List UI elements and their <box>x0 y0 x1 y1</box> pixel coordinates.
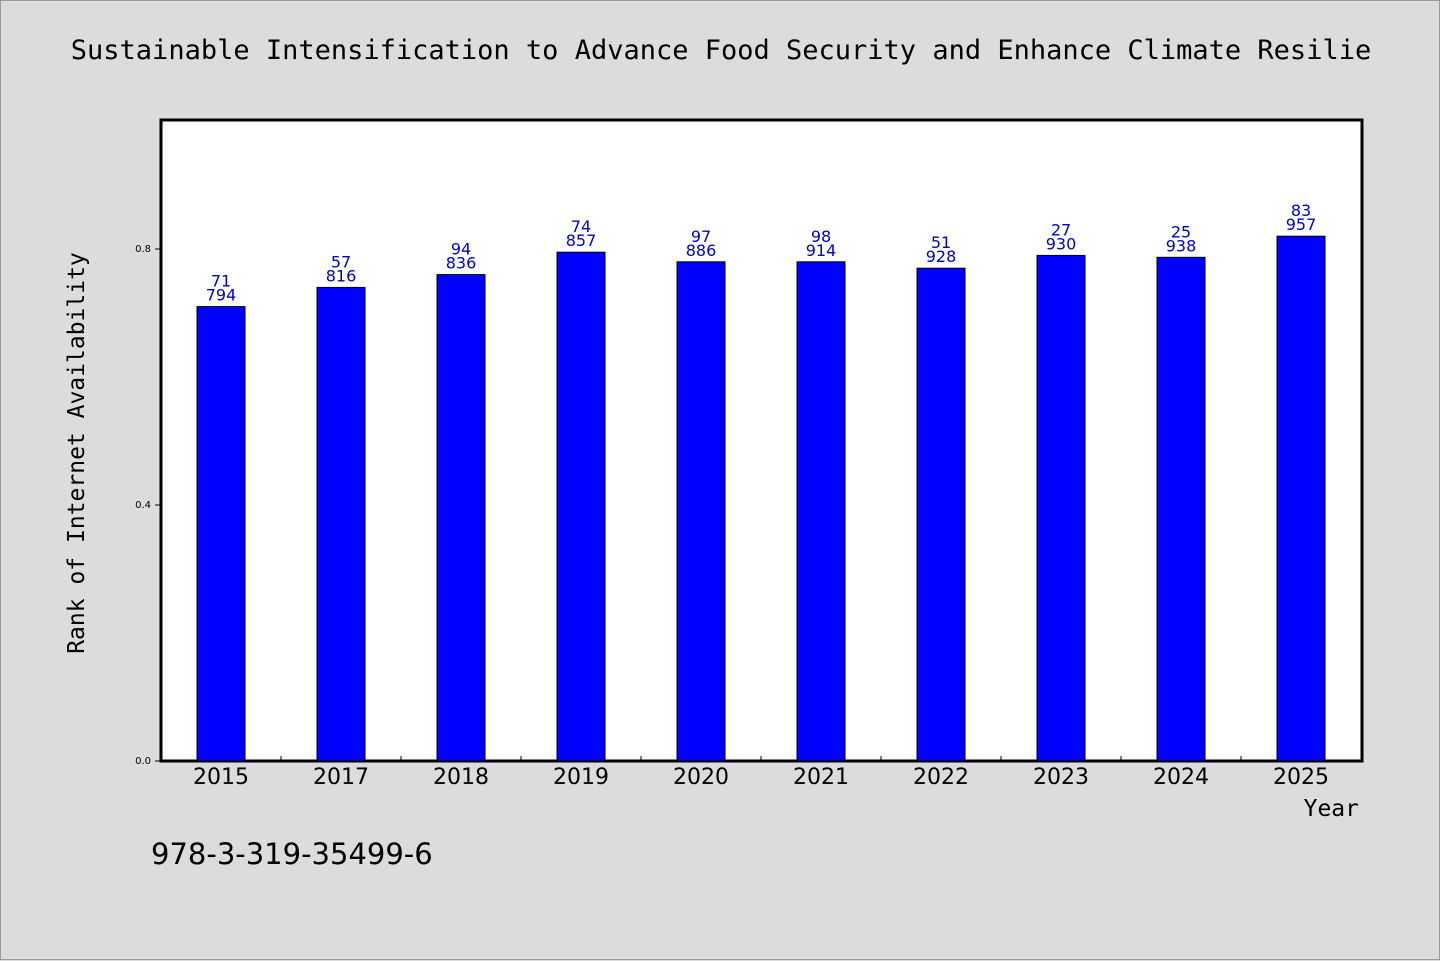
bar <box>676 261 726 762</box>
bar <box>316 286 366 762</box>
bar-value-label: 930 <box>1046 234 1077 253</box>
bar <box>1276 235 1326 762</box>
x-tick-label: 2019 <box>553 765 609 790</box>
bar-value-label: 928 <box>926 247 957 266</box>
bar <box>916 267 966 762</box>
bar-value-label: 816 <box>326 266 357 285</box>
x-tick-label: 2024 <box>1153 765 1209 790</box>
bar-value-label: 857 <box>566 231 597 250</box>
bar-value-label: 836 <box>446 254 477 273</box>
bar <box>196 306 246 762</box>
x-tick-label: 2023 <box>1033 765 1089 790</box>
y-tick-label: 0.4 <box>135 500 151 511</box>
y-tick-label: 0.8 <box>135 244 151 255</box>
bar <box>436 274 486 762</box>
x-tick-label: 2020 <box>673 765 729 790</box>
bar-value-label: 938 <box>1166 236 1197 255</box>
bar-value-label: 794 <box>206 286 237 305</box>
bar-value-label: 51 <box>931 233 951 252</box>
bar <box>1156 256 1206 762</box>
bar <box>556 251 606 762</box>
bar-value-label: 97 <box>691 227 711 246</box>
bar <box>796 261 846 762</box>
bar-value-label: 83 <box>1291 201 1311 220</box>
x-tick-label: 2025 <box>1273 765 1329 790</box>
bar-value-label: 957 <box>1286 215 1317 234</box>
x-tick-label: 2021 <box>793 765 849 790</box>
bar-value-label: 74 <box>571 217 591 236</box>
bar-value-label: 71 <box>211 272 231 291</box>
chart-title: Sustainable Intensification to Advance F… <box>70 35 1372 66</box>
isbn-text: 978-3-319-35499-6 <box>151 837 433 871</box>
bar-value-label: 914 <box>806 241 837 260</box>
bar-value-label: 94 <box>451 240 471 259</box>
x-tick-label: 2015 <box>193 765 249 790</box>
bar <box>1036 254 1086 762</box>
y-tick-label: 0.0 <box>135 756 151 767</box>
bar-value-label: 27 <box>1051 220 1071 239</box>
x-tick-label: 2017 <box>313 765 369 790</box>
x-axis-label: Year <box>1303 796 1359 822</box>
bar-value-label: 25 <box>1171 222 1191 241</box>
y-axis-label: Rank of Internet Availability <box>64 252 90 654</box>
bar-value-label: 98 <box>811 227 831 246</box>
x-tick-label: 2022 <box>913 765 969 790</box>
bar-value-label: 57 <box>331 252 351 271</box>
x-tick-label: 2018 <box>433 765 489 790</box>
bar-value-label: 886 <box>686 241 717 260</box>
